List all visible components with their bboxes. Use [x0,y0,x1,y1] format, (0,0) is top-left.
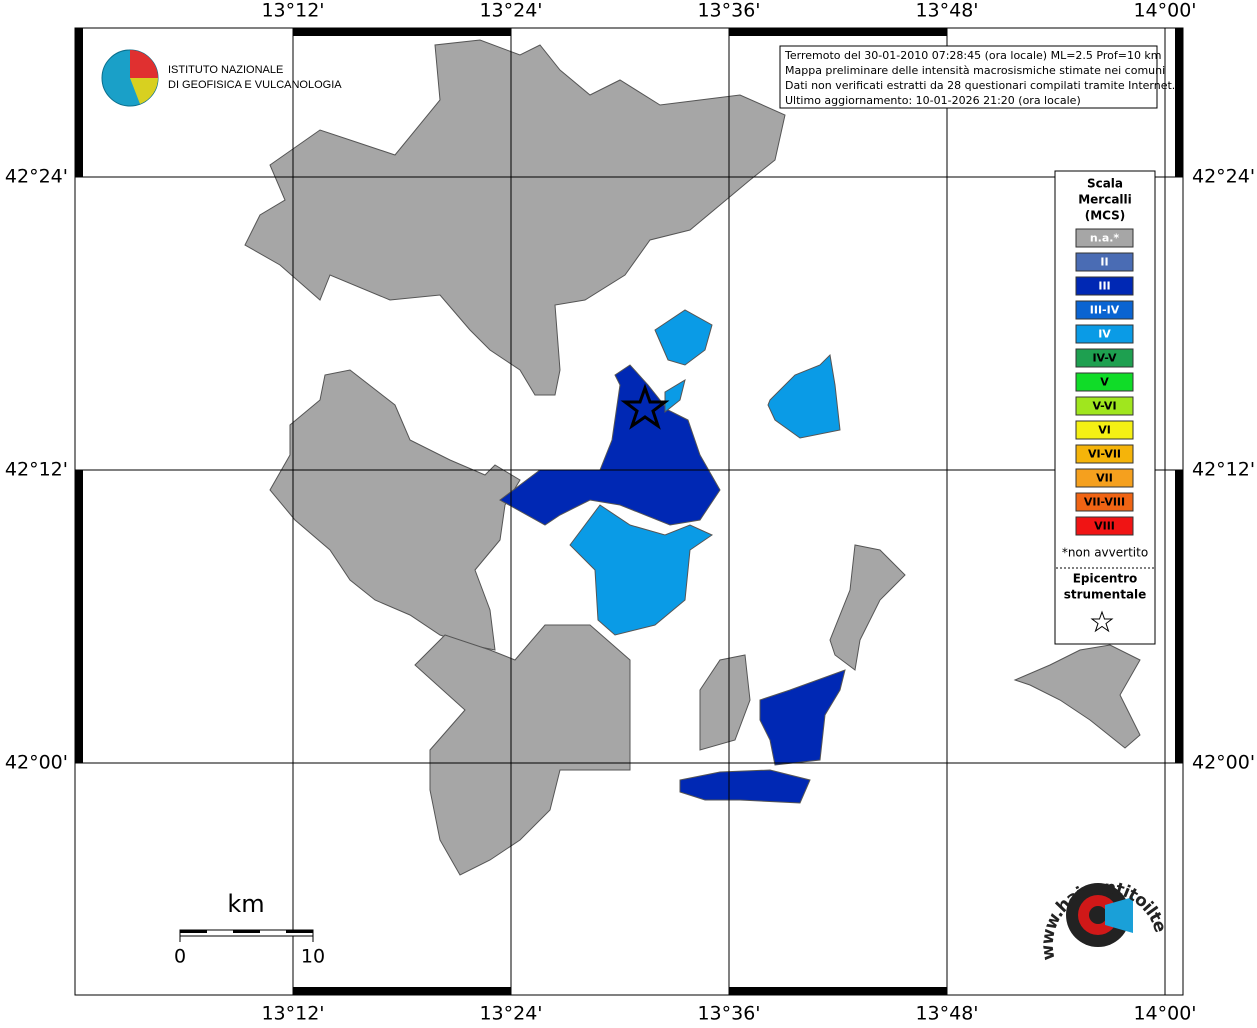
municipality [244,39,786,396]
longitude-label: 13°24' [479,1003,542,1025]
legend-swatch [1075,468,1134,488]
scale-bar: km 0 10 [174,890,325,968]
longitude-label: 13°48' [915,0,978,22]
municipality [269,369,521,651]
scale-seg [180,930,207,933]
info-line: Dati non verificati estratti da 28 quest… [785,79,1175,92]
logo-megaphone [1105,897,1133,933]
legend-label: IV [1098,328,1111,341]
info-line: Ultimo aggiornamento: 10-01-2026 21:20 (… [785,94,1081,107]
frame-band [1175,470,1183,763]
longitude-label: 14°00' [1133,1003,1196,1025]
legend-swatch [1075,492,1134,512]
map-frame [74,27,1184,996]
municipality [759,669,846,766]
legend-swatch [1075,276,1134,296]
legend-label: III [1098,280,1110,293]
legend-swatch [1075,372,1134,392]
municipality [679,769,811,804]
legend-swatch [1075,348,1134,368]
longitude-label: 13°12' [261,0,324,22]
frame-band [729,987,947,995]
legend-swatch [1075,396,1134,416]
municipality [767,353,841,439]
logo-segment [130,50,158,78]
legend-swatch [1075,420,1134,440]
legend-swatch [1075,444,1134,464]
legend-title: Scala [1087,177,1123,191]
legend-epicenter: Epicentro [1073,572,1138,586]
legend-label: VII [1096,472,1113,485]
longitude-label: 13°36' [697,0,760,22]
latitude-label: 42°00' [1192,752,1255,774]
municipality [569,504,714,636]
legend-swatch [1075,300,1134,320]
municipality [699,654,751,751]
municipality [1013,644,1141,749]
logo-segment [130,78,158,104]
info-text: Terremoto del 30-01-2010 07:28:45 (ora l… [784,49,1175,107]
frame-band [293,987,511,995]
legend-label: n.a.* [1090,232,1120,245]
institute-name: DI GEOFISICA E VULCANOLOGIA [168,79,342,91]
legend-label: VI [1098,424,1111,437]
legend-epicenter: strumentale [1064,588,1147,602]
latitude-label: 42°24' [1192,166,1255,188]
frame-band [75,28,83,177]
longitude-label: 13°12' [261,1003,324,1025]
institute-name: ISTITUTO NAZIONALE [168,64,283,76]
longitude-label: 13°48' [915,1003,978,1025]
legend-label: II [1100,256,1108,269]
legend-label: VIII [1094,520,1115,533]
ingv-logo: ISTITUTO NAZIONALE DI GEOFISICA E VULCAN… [101,49,342,107]
longitude-label: 14°00' [1133,0,1196,22]
longitude-label: 13°24' [479,0,542,22]
latitude-label: 42°12' [5,459,68,481]
legend-swatch [1075,516,1134,536]
info-line: Mappa preliminare delle intensità macros… [785,64,1165,77]
scale-unit: km [227,890,264,918]
legend-title: (MCS) [1085,209,1126,223]
scale-seg [286,930,313,933]
info-box [779,45,1158,109]
frame-band [1175,28,1183,177]
municipality [829,544,906,671]
latitude-label: 42°24' [5,166,68,188]
frame-band [75,470,83,763]
legend-label: VI-VII [1088,448,1121,461]
legend-label: III-IV [1090,304,1120,317]
epicenter-star [620,383,670,430]
scale-label: 10 [301,946,325,968]
legend-label: IV-V [1092,352,1117,365]
legend-star [1090,610,1114,633]
legend-label: V-VI [1092,400,1116,413]
legend-swatch [1075,228,1134,248]
scale-label: 0 [174,946,186,968]
frame-band [729,28,947,36]
municipality [654,309,713,366]
scale-seg [233,930,260,933]
info-line: Terremoto del 30-01-2010 07:28:45 (ora l… [784,49,1162,62]
legend-label: V [1100,376,1109,389]
legend-title: Mercalli [1078,193,1132,207]
legend-swatch [1075,252,1134,272]
legend: ScalaMercalli(MCS)n.a.*IIIIIIII-IVIVIV-V… [1056,177,1154,633]
latitude-label: 42°00' [5,752,68,774]
latitude-label: 42°12' [1192,459,1255,481]
longitude-label: 13°36' [697,1003,760,1025]
municipality [664,378,686,414]
municipalities [244,39,1141,876]
legend-label: VII-VIII [1084,496,1125,509]
logo-circle [1089,906,1107,924]
frame-band [293,28,511,36]
municipality [499,364,721,526]
legend-swatch [1075,324,1134,344]
legend-note: *non avvertito [1062,546,1148,560]
